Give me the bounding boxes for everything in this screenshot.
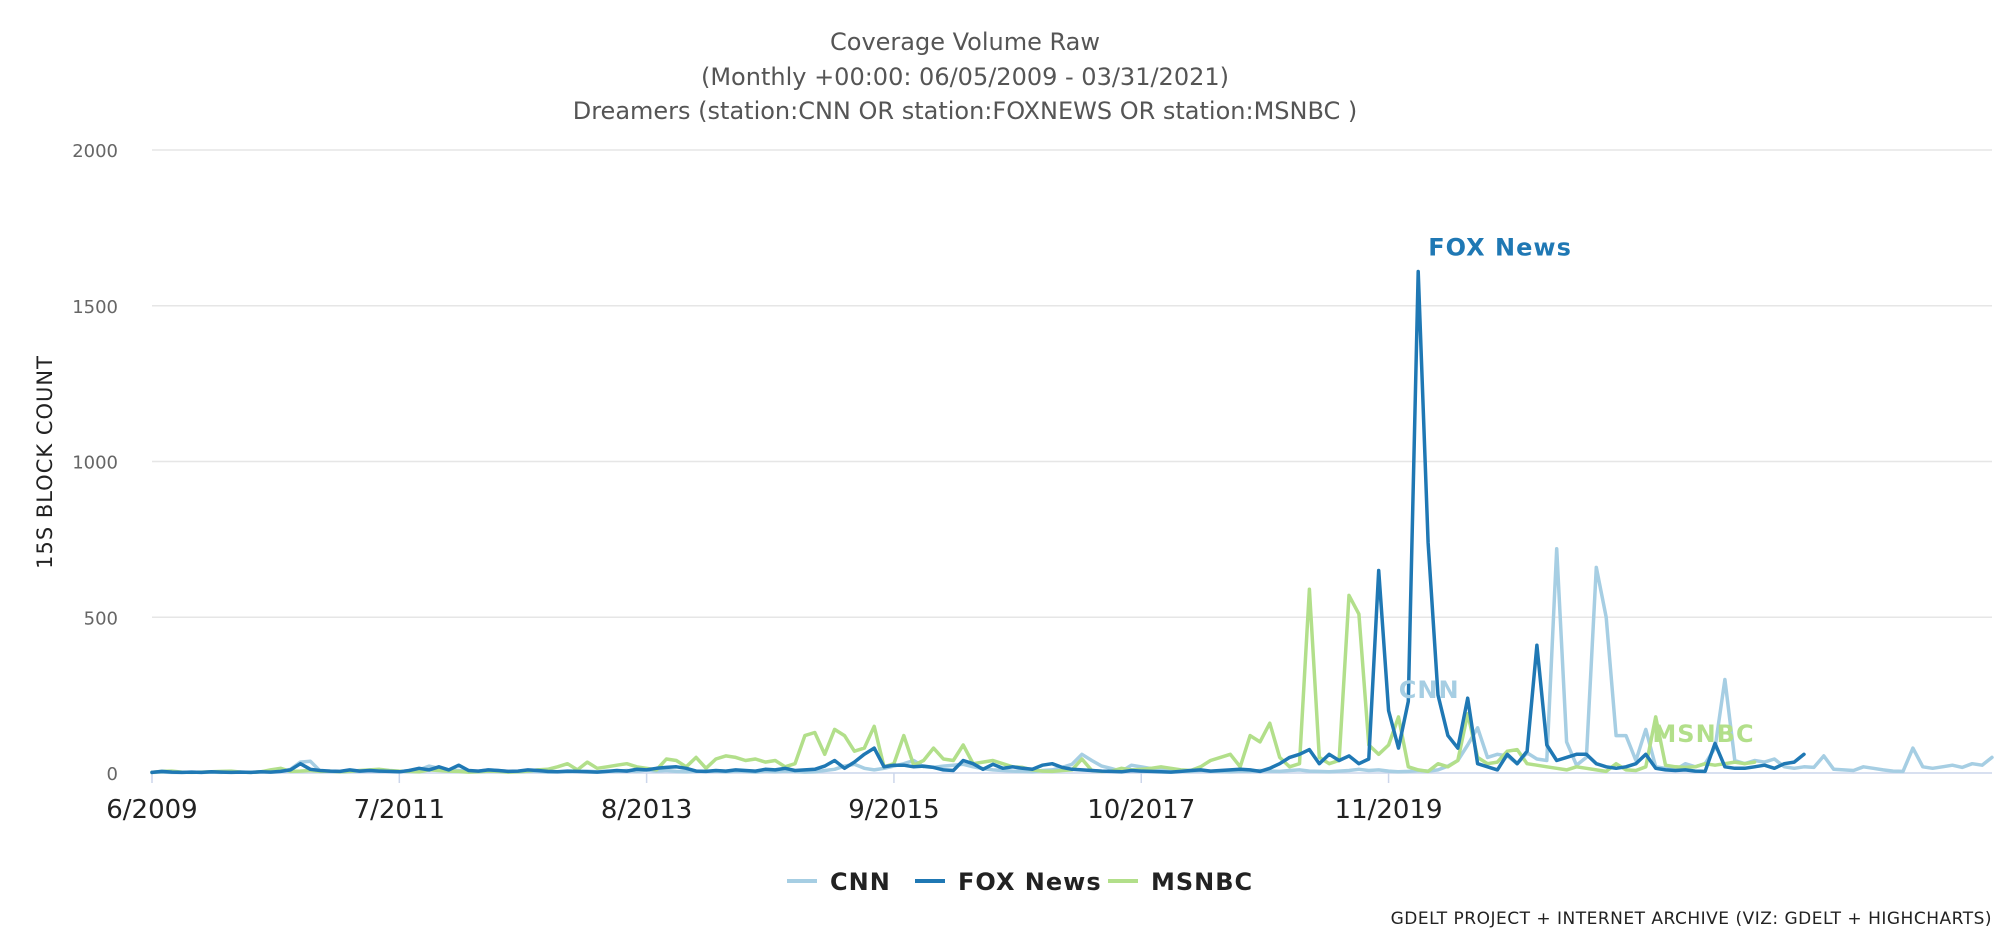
legend-label-fox-news: FOX News — [958, 868, 1102, 896]
legend-label-msnbc: MSNBC — [1151, 868, 1253, 896]
series-annotations: CNN FOX News MSNBC — [1399, 233, 1754, 748]
y-tick-label-500: 500 — [84, 608, 118, 629]
chart-title: Coverage Volume Raw (Monthly +00:00: 06/… — [573, 28, 1358, 125]
x-tick-label-9-2015: 9/2015 — [848, 795, 939, 825]
legend-label-cnn: CNN — [830, 868, 891, 896]
x-tick-label-6-2009: 6/2009 — [106, 795, 197, 825]
y-tick-label-0: 0 — [107, 764, 118, 785]
chart-credits[interactable]: GDELT PROJECT + INTERNET ARCHIVE (VIZ: G… — [1391, 909, 1992, 929]
chart-title-line-1: Coverage Volume Raw — [830, 28, 1100, 56]
legend-item-cnn[interactable]: CNN — [787, 868, 891, 896]
x-axis-ticks: 6/2009 7/2011 8/2013 9/2015 10/2017 11/2019 — [106, 773, 1443, 825]
series-line-fox-news[interactable] — [150, 269, 1806, 775]
series-annotation-fox-news: FOX News — [1428, 233, 1572, 261]
x-tick-label-11-2019: 11/2019 — [1335, 795, 1443, 825]
series-line-msnbc[interactable] — [150, 587, 1757, 775]
y-axis-ticks: 0 500 1000 1500 2000 — [72, 141, 118, 785]
y-tick-label-1500: 1500 — [72, 297, 118, 318]
series-lines — [150, 269, 1994, 775]
chart-title-line-3: Dreamers (station:CNN OR station:FOXNEWS… — [573, 97, 1358, 125]
y-axis-label: 15S BLOCK COUNT — [33, 355, 57, 569]
x-tick-label-8-2013: 8/2013 — [601, 795, 692, 825]
legend: CNN FOX News MSNBC — [787, 868, 1253, 896]
y-tick-label-2000: 2000 — [72, 141, 118, 162]
legend-item-fox-news[interactable]: FOX News — [915, 868, 1102, 896]
y-tick-label-1000: 1000 — [72, 453, 118, 474]
series-annotation-msnbc: MSNBC — [1652, 720, 1754, 748]
x-tick-label-10-2017: 10/2017 — [1087, 795, 1195, 825]
chart-title-line-2: (Monthly +00:00: 06/05/2009 - 03/31/2021… — [701, 63, 1229, 91]
legend-item-msnbc[interactable]: MSNBC — [1108, 868, 1253, 896]
series-annotation-cnn: CNN — [1399, 676, 1460, 704]
grid-lines — [152, 149, 1992, 618]
x-tick-label-7-2011: 7/2011 — [354, 795, 445, 825]
